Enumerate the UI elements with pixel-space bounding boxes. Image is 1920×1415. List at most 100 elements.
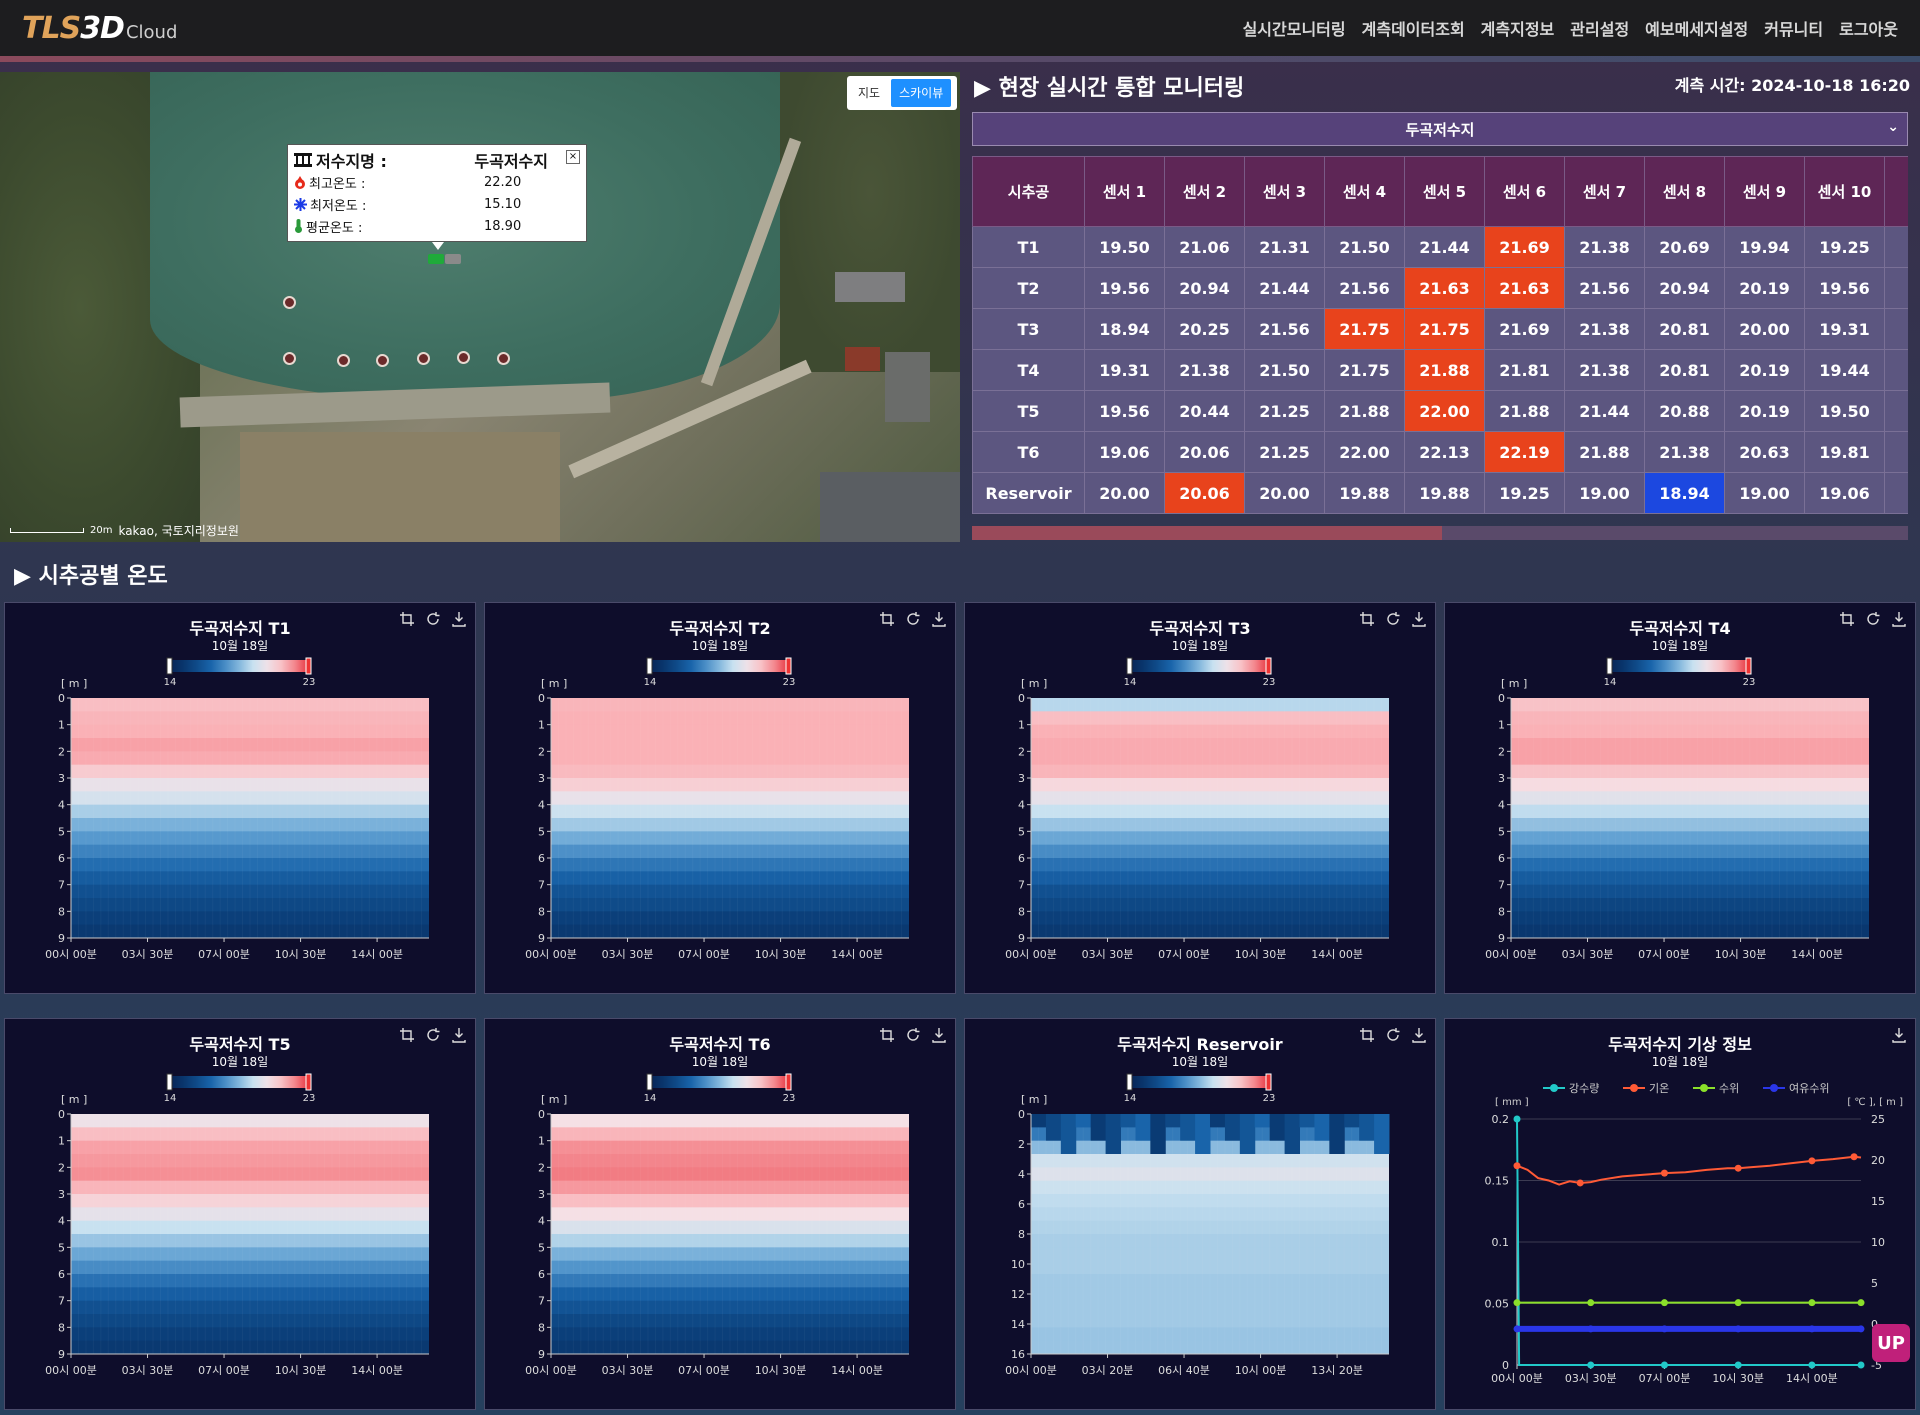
download-icon[interactable] xyxy=(451,1027,467,1043)
crop-icon[interactable] xyxy=(1839,611,1855,627)
color-range-handle-min[interactable] xyxy=(646,1073,653,1091)
nav-item-data-query[interactable]: 계측데이터조회 xyxy=(1361,20,1465,39)
heatmap-band xyxy=(71,1207,429,1222)
chart-canvas[interactable]: 14 23 [ m ] 0 2 4 6 8 10 12 14 16 00시 00분 03시 20분 06시 … xyxy=(965,1019,1437,1411)
color-range-bar xyxy=(649,1076,789,1088)
skyview-button[interactable]: 스카이뷰 xyxy=(891,79,952,107)
crop-icon[interactable] xyxy=(399,611,415,627)
sensor-value-cell: 19.25 xyxy=(1484,472,1565,514)
legend-item[interactable]: 수위 xyxy=(1693,1082,1739,1095)
color-range-handle-min[interactable] xyxy=(1126,657,1133,675)
refresh-icon[interactable] xyxy=(905,611,921,627)
color-range-handle-max[interactable] xyxy=(1745,657,1752,675)
map-sensor-marker[interactable] xyxy=(497,352,510,365)
heatmap-band xyxy=(551,831,909,846)
color-range-handle-min[interactable] xyxy=(1126,1073,1133,1091)
y-right-tick-label: 20 xyxy=(1871,1154,1885,1167)
reservoir-select[interactable]: 두곡저수지 ⌄ xyxy=(972,112,1908,146)
color-range-handle-min[interactable] xyxy=(646,657,653,675)
series-point xyxy=(1808,1299,1816,1307)
color-range-handle-min[interactable] xyxy=(166,1073,173,1091)
y-left-tick-label: 0.05 xyxy=(1485,1298,1510,1311)
y-tick-label: 3 xyxy=(58,772,65,785)
satellite-map[interactable] xyxy=(0,72,960,542)
y-tick-label: 6 xyxy=(58,1268,65,1281)
x-tick-label: 10시 30분 xyxy=(1235,948,1287,961)
map-sensor-marker[interactable] xyxy=(376,354,389,367)
legend-item[interactable]: 강수량 xyxy=(1543,1082,1599,1095)
heatmap-band xyxy=(71,1220,429,1235)
download-icon[interactable] xyxy=(451,611,467,627)
x-tick-label: 00시 00분 xyxy=(45,948,97,961)
popup-close-button[interactable]: × xyxy=(566,150,580,164)
y-tick-label: 1 xyxy=(1498,719,1505,732)
y-tick-label: 5 xyxy=(58,1241,65,1254)
crop-icon[interactable] xyxy=(1359,611,1375,627)
color-range-handle-min[interactable] xyxy=(1606,657,1613,675)
crop-icon[interactable] xyxy=(879,611,895,627)
y-tick-label: 2 xyxy=(538,1161,545,1174)
popup-pointer xyxy=(432,242,444,250)
color-range-handle-max[interactable] xyxy=(1265,1073,1272,1091)
map-dam xyxy=(179,382,611,428)
color-range-handle-max[interactable] xyxy=(785,657,792,675)
nav-item-realtime-monitoring[interactable]: 실시간모니터링 xyxy=(1242,20,1346,39)
map-sensor-marker[interactable] xyxy=(417,352,430,365)
scroll-up-button[interactable]: UP xyxy=(1872,1324,1910,1362)
refresh-icon[interactable] xyxy=(425,611,441,627)
download-icon[interactable] xyxy=(1891,1027,1907,1043)
reservoir-location-marker[interactable] xyxy=(428,252,462,266)
crop-icon[interactable] xyxy=(399,1027,415,1043)
heatmap-band xyxy=(71,791,429,806)
color-range-handle-max[interactable] xyxy=(785,1073,792,1091)
color-range-handle-max[interactable] xyxy=(1265,657,1272,675)
table-horizontal-scrollbar[interactable] xyxy=(972,526,1908,540)
refresh-icon[interactable] xyxy=(425,1027,441,1043)
heatmap-band xyxy=(1031,818,1389,832)
nav-item-admin-settings[interactable]: 관리설정 xyxy=(1570,20,1630,39)
refresh-icon[interactable] xyxy=(905,1027,921,1043)
download-icon[interactable] xyxy=(931,611,947,627)
refresh-icon[interactable] xyxy=(1865,611,1881,627)
nav-item-forecast-message[interactable]: 예보메세지설정 xyxy=(1645,20,1749,39)
map-sensor-marker[interactable] xyxy=(337,354,350,367)
legend-item[interactable]: 기온 xyxy=(1623,1082,1669,1095)
nav-item-community[interactable]: 커뮤니티 xyxy=(1764,20,1824,39)
chart-canvas[interactable]: [ mm ] [ ℃ ], [ m ] 강수량 기온 수위 여유수위 0 0.05 0.1 0.1… xyxy=(1445,1019,1917,1411)
heatmap-band xyxy=(1031,804,1389,819)
borehole-name-cell: T3 xyxy=(972,308,1085,350)
color-range-handle-min[interactable] xyxy=(166,657,173,675)
download-icon[interactable] xyxy=(931,1027,947,1043)
y-tick-label: 9 xyxy=(538,1348,545,1361)
crop-icon[interactable] xyxy=(879,1027,895,1043)
series-point xyxy=(1660,1299,1668,1307)
scrollbar-thumb[interactable] xyxy=(972,526,1442,540)
legend-item[interactable]: 여유수위 xyxy=(1763,1082,1829,1095)
download-icon[interactable] xyxy=(1411,611,1427,627)
refresh-icon[interactable] xyxy=(1385,611,1401,627)
app-logo[interactable]: TLS 3D Cloud xyxy=(22,11,177,46)
sensor-value-cell: 18.94 xyxy=(1644,472,1725,514)
triangle-right-icon: ▶ xyxy=(14,564,31,589)
map-sensor-marker[interactable] xyxy=(283,296,296,309)
map-sensor-marker[interactable] xyxy=(457,351,470,364)
crop-icon[interactable] xyxy=(1359,1027,1375,1043)
download-icon[interactable] xyxy=(1411,1027,1427,1043)
map-sensor-marker[interactable] xyxy=(283,352,296,365)
chart-title: 두곡저수지 T6 xyxy=(669,1035,771,1054)
map-view-button[interactable]: 지도 xyxy=(858,86,881,100)
download-icon[interactable] xyxy=(1891,611,1907,627)
heatmap-band xyxy=(71,858,429,872)
nav-item-site-info[interactable]: 계측지정보 xyxy=(1480,20,1555,39)
refresh-icon[interactable] xyxy=(1385,1027,1401,1043)
color-range-handle-max[interactable] xyxy=(305,1073,312,1091)
color-range-handle-max[interactable] xyxy=(305,657,312,675)
nav-item-logout[interactable]: 로그아웃 xyxy=(1839,20,1898,39)
